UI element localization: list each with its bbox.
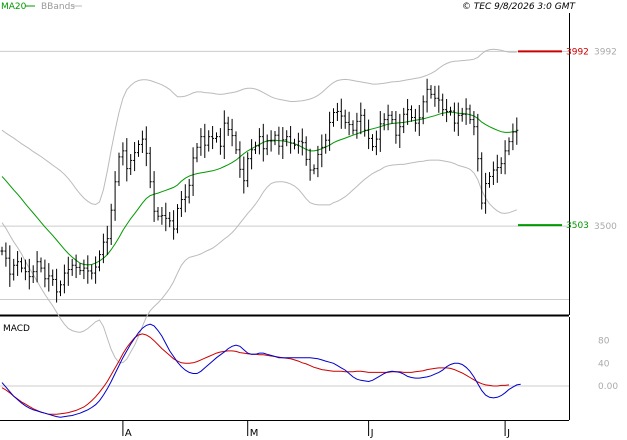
bollinger-bands <box>1 48 517 364</box>
x-axis: AMJJA <box>122 420 510 439</box>
legend-ma20: MA20 <box>1 2 27 12</box>
macd-line <box>1 323 521 418</box>
macd-tick-label: 80 <box>598 337 610 347</box>
macd-tick-labels: 80 40 0.00 <box>598 337 618 392</box>
macd-tick-label: 40 <box>598 359 610 369</box>
level-markers: 3992 3503 <box>518 47 589 231</box>
copyright-timestamp: © TEC 9/8/2026 3:0 GMT <box>462 2 577 12</box>
ohlc-bars <box>0 78 519 303</box>
price-tick-label: 3992 <box>594 47 617 57</box>
level-marker-label: 3503 <box>566 221 589 231</box>
x-axis-label: M <box>250 428 259 439</box>
macd-title: MACD <box>3 324 30 334</box>
price-gridlines <box>0 50 569 300</box>
bb-upper-line <box>1 48 517 206</box>
macd-lines <box>1 323 521 418</box>
x-axis-label: J <box>370 428 374 439</box>
price-tick-labels: 3992 3500 <box>594 47 617 232</box>
macd-tick-label: 0.00 <box>598 382 618 392</box>
bb-lower-line <box>1 159 517 364</box>
x-axis-label: A <box>125 428 132 439</box>
level-marker-label: 3992 <box>566 47 589 57</box>
price-tick-label: 3500 <box>594 222 617 232</box>
x-axis-label: J <box>506 428 510 439</box>
legend-bbands: BBands <box>41 2 75 12</box>
